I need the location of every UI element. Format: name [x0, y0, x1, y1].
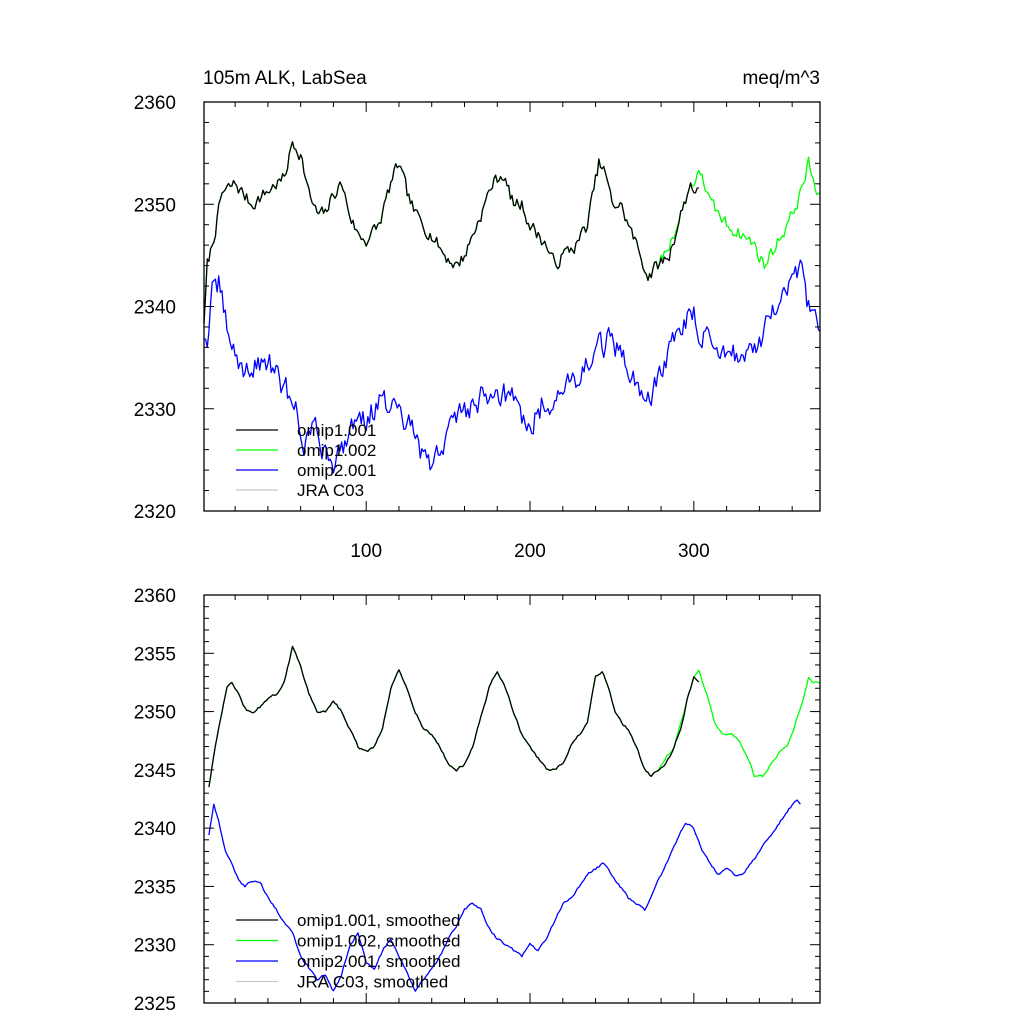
series-line-omip1-001-smoothed [208, 645, 700, 788]
plot-frame [203, 594, 821, 1004]
series-line-omip2-001 [203, 259, 821, 474]
top-panel: 105m ALK, LabSea meq/m^3 2320 2330 2340 235… [134, 68, 821, 562]
series-line-omip2-001-smoothed [208, 799, 801, 992]
series-layer [203, 141, 821, 474]
x-tick-label: 200 [514, 541, 546, 562]
legend-label-omip1-002: omip1.002 [297, 441, 376, 460]
y-tick-label: 2360 [134, 93, 176, 114]
y-tick-label: 2345 [134, 761, 176, 782]
x-tick-label: 300 [678, 541, 710, 562]
y-tick-label: 2330 [134, 936, 176, 957]
legend-label-omip1-001: omip1.001 [297, 421, 376, 440]
legend-label-omip1-001-smoothed: omip1.001, smoothed [297, 911, 461, 930]
y-tick-label: 2335 [134, 877, 176, 898]
y-tick-label: 2340 [134, 819, 176, 840]
axis-layer: 2320 2330 2340 2350 2360 100 200 300 [134, 93, 820, 562]
plot-frame [203, 101, 821, 512]
bottom-panel: 2325 2330 2335 2340 2345 2350 2355 2360 omip1.0… [134, 586, 821, 1015]
series-layer [208, 645, 821, 992]
y-tick-label: 2330 [134, 400, 176, 421]
y-tick-label: 2350 [134, 703, 176, 724]
legend-label-jra-c03: JRA C03 [297, 481, 364, 500]
x-tick-label: 100 [350, 541, 382, 562]
units-label: meq/m^3 [742, 68, 820, 89]
y-tick-label: 2325 [134, 994, 176, 1015]
y-tick-label: 2340 [134, 298, 176, 319]
y-tick-label: 2320 [134, 502, 176, 523]
y-tick-label: 2360 [134, 586, 176, 607]
y-tick-label: 2355 [134, 644, 176, 665]
legend: omip1.001, smoothed omip1.002, smoothedom… [236, 911, 461, 992]
legend-label-jra-c03-smoothed: JRA C03, smoothed [297, 973, 448, 992]
legend-label-omip1-002-smoothed: omip1.002, smoothed [297, 932, 461, 951]
chart-title: 105m ALK, LabSea [203, 68, 367, 89]
y-tick-label: 2350 [134, 195, 176, 216]
legend-label-omip2-001-smoothed: omip2.001, smoothed [297, 952, 461, 971]
series-line-omip1-001 [203, 141, 699, 324]
series-line-omip1-002 [203, 141, 821, 324]
legend-label-omip2-001: omip2.001 [297, 461, 376, 480]
axis-layer: 2325 2330 2335 2340 2345 2350 2355 2360 [134, 586, 820, 1015]
